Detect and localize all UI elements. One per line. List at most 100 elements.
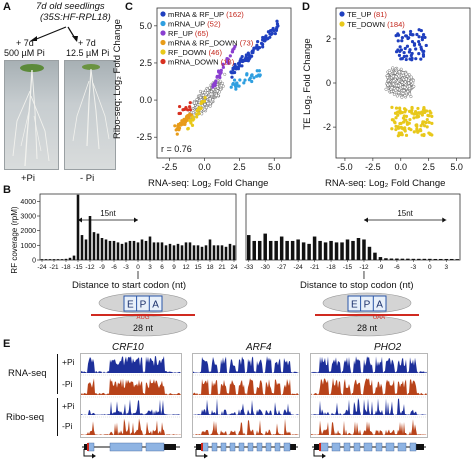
panel-b-bar bbox=[296, 239, 300, 260]
gene-exon bbox=[353, 442, 361, 452]
panel-c-highlight-point bbox=[188, 108, 192, 112]
panel-c-highlight-point bbox=[229, 70, 233, 74]
cond-rna-minus: -Pi bbox=[62, 379, 73, 389]
panel-b-bar bbox=[228, 243, 232, 260]
panel-c-highlight-point bbox=[228, 54, 232, 58]
panel-b-span-arrow-left bbox=[78, 217, 82, 223]
panel-d-te-down-point bbox=[390, 105, 394, 109]
panel-b-xtick-label: -6 bbox=[394, 264, 400, 271]
panel-c-point bbox=[209, 92, 213, 96]
panel-b-xtick-label: -33 bbox=[244, 264, 254, 271]
panel-b-xtick-label: -15 bbox=[73, 264, 83, 271]
panel-d-ytick-label: -2 bbox=[323, 122, 331, 132]
panel-c-highlight-point bbox=[231, 82, 235, 86]
panel-c-point bbox=[206, 102, 210, 105]
panel-c-ylabel: Ribo-seq: Log₂ Fold Change bbox=[110, 14, 124, 144]
panel-c-legend-dot bbox=[160, 49, 166, 55]
panel-d-point bbox=[386, 83, 390, 87]
panel-c-highlight-point bbox=[242, 81, 246, 85]
panel-c-highlight-point bbox=[188, 105, 192, 109]
panel-d-te-down-point bbox=[404, 133, 409, 137]
panel-c-point bbox=[223, 72, 227, 76]
panel-b-bar bbox=[104, 239, 108, 260]
panel-d-te-up-point bbox=[405, 44, 410, 48]
gene-title-crf10: CRF10 bbox=[112, 342, 144, 353]
seedling-roots-minus-pi-icon bbox=[72, 64, 110, 150]
panel-b-span-label: 15nt bbox=[397, 209, 413, 218]
panel-b-bar bbox=[220, 245, 224, 260]
panel-d-te-up-point bbox=[421, 49, 425, 53]
panel-b-xtick-label: -24 bbox=[37, 264, 47, 271]
panel-c-highlight-point bbox=[188, 113, 192, 117]
panel-c-highlight-point bbox=[173, 124, 177, 128]
panel-b-bar bbox=[156, 242, 160, 260]
panel-c-highlight-point bbox=[217, 70, 221, 74]
panel-d-te-down-point bbox=[404, 118, 408, 122]
panel-b-bar bbox=[395, 258, 399, 260]
minus-pi-label: - Pi bbox=[80, 173, 95, 184]
panel-c-point bbox=[191, 111, 195, 115]
panel-c-highlight-point bbox=[184, 106, 188, 110]
panel-b-bar bbox=[128, 240, 132, 260]
panel-c-highlight-point bbox=[273, 32, 277, 36]
panel-c-highlight-point bbox=[275, 19, 279, 23]
panel-d-point bbox=[412, 84, 416, 88]
panel-b-bar bbox=[208, 239, 212, 260]
panel-d-point bbox=[403, 85, 407, 89]
panel-b-bar bbox=[72, 255, 76, 260]
panel-c-highlight-point bbox=[231, 48, 235, 52]
panel-d-te-up-point bbox=[396, 32, 400, 36]
panel-c-point bbox=[208, 104, 212, 108]
coverage-track bbox=[311, 356, 427, 373]
panel-b-bar bbox=[184, 242, 188, 260]
gene-exon bbox=[265, 442, 272, 452]
panel-d-te-down-point bbox=[423, 110, 427, 115]
panel-d-te-down-point bbox=[422, 124, 427, 128]
panel-d-point bbox=[400, 95, 404, 99]
panel-d-point bbox=[401, 71, 405, 75]
site-a-stop: A bbox=[376, 300, 383, 311]
panel-d-te-up-point bbox=[414, 47, 418, 51]
panel-b-bar bbox=[192, 245, 196, 260]
gene-exon bbox=[109, 442, 143, 452]
panel-d-point bbox=[391, 66, 395, 70]
panel-d-te-down-point bbox=[402, 107, 407, 111]
panel-c-highlight-point bbox=[255, 45, 259, 49]
panel-d-te-up-point bbox=[417, 35, 421, 39]
panel-d-te-down-point bbox=[400, 133, 404, 137]
panel-c-highlight-point bbox=[234, 84, 238, 89]
site-a: A bbox=[152, 300, 159, 311]
panel-b-bar bbox=[439, 258, 443, 260]
panel-d-te-up-point bbox=[398, 45, 402, 49]
panel-b-span-arrow-right bbox=[442, 217, 447, 223]
panel-b-bar bbox=[389, 258, 394, 260]
panel-b-bar bbox=[148, 236, 152, 260]
panel-c-point bbox=[199, 96, 203, 100]
panel-b-xtick-label: 6 bbox=[160, 264, 164, 271]
panel-b-ylabel-text: RF coverage (rpM) bbox=[10, 206, 19, 273]
panel-d-te-down-point bbox=[410, 105, 414, 110]
panel-c-highlight-point bbox=[261, 38, 265, 42]
panel-b-bar bbox=[56, 259, 60, 260]
panel-d-te-down-point bbox=[399, 125, 403, 129]
panel-d-point bbox=[405, 74, 409, 78]
cond-ribo-plus: +Pi bbox=[62, 401, 75, 411]
panel-b-bar bbox=[116, 242, 120, 260]
panel-c-highlight-point bbox=[251, 50, 255, 55]
site-p-stop: P bbox=[364, 300, 371, 311]
panel-d-te-down-point bbox=[396, 113, 400, 117]
panel-c-legend-count: (46) bbox=[209, 48, 223, 57]
panel-b-bar bbox=[40, 259, 44, 260]
panel-c-legend-dot bbox=[160, 11, 166, 17]
gene-title-pho2: PHO2 bbox=[374, 342, 402, 353]
panel-d-te-down-point bbox=[393, 120, 397, 124]
panel-b-bar bbox=[329, 240, 333, 260]
stop-codon-xlabel: Distance to stop codon (nt) bbox=[300, 280, 414, 291]
panel-d-te-up-point bbox=[396, 39, 400, 43]
panel-d-te-down-point bbox=[412, 130, 416, 134]
panel-c-point bbox=[214, 93, 218, 97]
panel-c-legend-count: (162) bbox=[226, 10, 244, 19]
panel-d-te-down-point bbox=[416, 106, 420, 111]
panel-d-te-up-point bbox=[414, 57, 418, 61]
